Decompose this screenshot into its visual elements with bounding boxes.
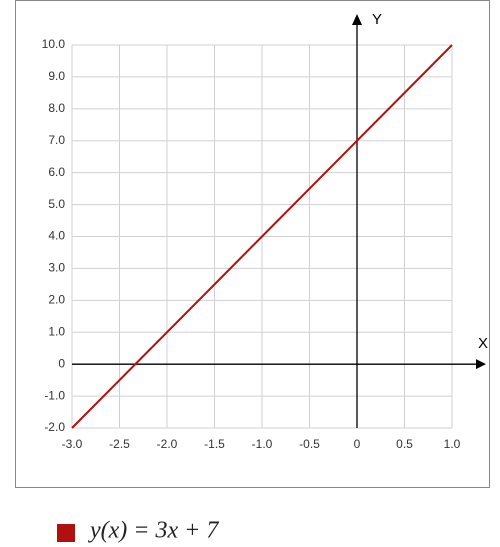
x-tick-label: -3.0 — [62, 437, 83, 451]
y-tick-label: 5.0 — [48, 197, 65, 211]
y-tick-label: 1.0 — [48, 324, 65, 338]
x-tick-label: -1.5 — [204, 437, 225, 451]
x-axis-arrow — [476, 359, 486, 370]
y-tick-label: -2.0 — [44, 420, 65, 434]
y-tick-label: 10.0 — [42, 37, 66, 51]
x-tick-label: 0 — [354, 437, 361, 451]
frame — [15, 0, 490, 488]
y-tick-label: 9.0 — [48, 69, 65, 83]
x-tick-label: -0.5 — [299, 437, 320, 451]
y-axis-arrow — [352, 14, 362, 25]
y-tick-label: 2.0 — [48, 293, 65, 307]
x-tick-label: -2.0 — [157, 437, 178, 451]
grid — [71, 44, 453, 429]
marks — [71, 44, 453, 429]
axes: -2.0 -1.0 0 1.0 2.0 3.0 4.0 5.0 6.0 7.0 8.0 9.0 10.0… — [42, 14, 486, 451]
line — [71, 44, 453, 429]
y-tick-label: 6.0 — [48, 165, 65, 179]
y-tick-label: -1.0 — [44, 388, 65, 402]
x-tick-label: -1.0 — [252, 437, 273, 451]
y-tick-label: 8.0 — [48, 101, 65, 115]
y-tick-label: 7.0 — [48, 133, 65, 147]
x-axis-label: X — [478, 335, 488, 352]
y-tick-label: 3.0 — [48, 261, 65, 275]
x-tick-label: 0.5 — [396, 437, 413, 451]
x-tick-label: -2.5 — [109, 437, 130, 451]
legend-label: y(x) = 3x + 7 — [88, 518, 219, 544]
x-tick-label: 1.0 — [444, 437, 461, 451]
y-tick-label: 0 — [58, 356, 65, 370]
y-axis-label: Y — [372, 11, 382, 28]
legend-swatch — [57, 524, 75, 542]
y-tick-label: 4.0 — [48, 229, 65, 243]
